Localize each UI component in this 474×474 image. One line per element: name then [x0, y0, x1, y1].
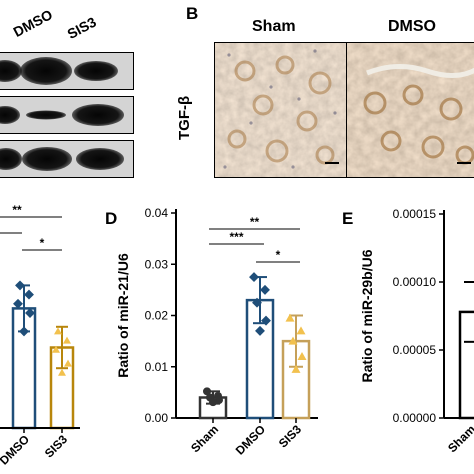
- x-tick-label: Sham: [445, 422, 474, 455]
- data-point: [64, 359, 72, 367]
- data-point: [63, 336, 71, 344]
- data-point: [15, 280, 25, 291]
- y-tick-label: 0.04: [145, 206, 169, 220]
- data-point: [25, 308, 35, 318]
- data-point: [261, 315, 271, 326]
- data-point: [215, 396, 223, 405]
- blot-band: [0, 60, 22, 82]
- blot-band: [0, 148, 22, 170]
- data-point: [54, 327, 62, 335]
- lane-label-sis3: SIS3: [64, 13, 99, 42]
- micrograph-sham: [214, 42, 348, 178]
- x-tick-label: DMSO: [233, 422, 268, 457]
- y-tick-label: 0.00015: [393, 207, 437, 221]
- column-label-dmso: DMSO: [388, 18, 436, 35]
- data-point: [209, 398, 217, 407]
- data-point: [24, 289, 34, 300]
- micrograph-dmso-texture: [347, 43, 474, 177]
- significance-label: **: [250, 215, 260, 229]
- panel-letter-d: D: [105, 209, 117, 228]
- panel-letter-b: B: [186, 4, 199, 23]
- data-point: [296, 326, 306, 335]
- y-tick-label: 0.01: [145, 360, 169, 374]
- blot-row-1: [0, 52, 134, 90]
- y-tick-label: 0.02: [145, 309, 169, 323]
- data-point: [291, 364, 301, 373]
- micrograph-sham-texture: [215, 43, 347, 177]
- blot-band: [22, 147, 72, 171]
- data-point: [203, 387, 211, 396]
- blot-band: [0, 106, 20, 124]
- data-point: [249, 272, 259, 283]
- x-tick-label: Sham: [188, 422, 221, 455]
- x-tick-label: DMSO: [0, 432, 32, 467]
- y-tick-label: 0.00000: [393, 411, 437, 425]
- bar-sis3: [281, 339, 311, 420]
- y-tick-label: 0.03: [145, 257, 169, 271]
- data-point: [19, 326, 29, 337]
- data-point: [288, 336, 298, 345]
- blot-band: [76, 148, 124, 170]
- data-point: [297, 352, 307, 360]
- x-tick-label: SIS3: [276, 422, 305, 451]
- bar-sis3: [49, 346, 75, 430]
- data-point: [206, 393, 214, 402]
- data-point: [260, 284, 270, 295]
- data-point: [285, 313, 295, 322]
- significance-label: ***: [229, 230, 243, 244]
- panel-letter-e: E: [342, 209, 353, 228]
- blot-row-2: [0, 96, 134, 134]
- blot-band: [74, 61, 118, 81]
- y-axis-title: Ratio of miR-21/U6: [115, 253, 131, 378]
- blot-band: [72, 104, 124, 126]
- y-tick-label: 0.00010: [393, 275, 437, 289]
- micrograph-dmso: [346, 42, 474, 178]
- data-point: [214, 391, 222, 400]
- row-label-tgf-beta: TGF-β: [176, 95, 193, 140]
- data-point: [255, 325, 265, 336]
- significance-label: *: [40, 236, 45, 250]
- y-tick-label: 0.00005: [393, 343, 437, 357]
- data-point: [13, 298, 23, 309]
- blot-row-3: [0, 140, 134, 178]
- y-axis-title: Ratio of miR-29b/U6: [359, 249, 375, 382]
- significance-label: *: [276, 248, 281, 262]
- y-tick-label: 0.00: [145, 411, 169, 425]
- lane-label-dmso: DMSO: [10, 6, 56, 40]
- bar-dmso: [245, 298, 275, 420]
- bar-sham: [198, 396, 228, 420]
- data-point: [58, 368, 66, 376]
- blot-band: [26, 110, 66, 120]
- significance-label: **: [12, 203, 22, 217]
- x-tick-label: SIS3: [42, 432, 71, 461]
- data-point: [252, 297, 262, 308]
- bar-dmso: [11, 307, 37, 430]
- data-point: [52, 345, 60, 353]
- bar-sham: [458, 310, 474, 420]
- blot-band: [20, 57, 72, 85]
- column-label-sham: Sham: [252, 18, 296, 35]
